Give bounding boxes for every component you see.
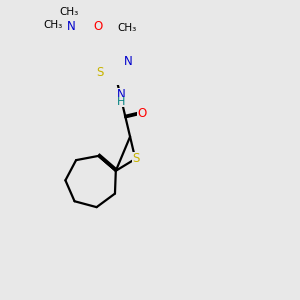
Text: O: O xyxy=(137,107,147,120)
Text: S: S xyxy=(132,152,140,165)
Text: CH₃: CH₃ xyxy=(118,22,137,33)
Text: S: S xyxy=(96,66,103,79)
Text: CH₃: CH₃ xyxy=(59,8,79,17)
Text: H: H xyxy=(117,97,125,106)
Text: N: N xyxy=(67,20,76,33)
Text: N: N xyxy=(116,88,125,101)
Text: N: N xyxy=(124,55,133,68)
Text: O: O xyxy=(93,20,103,33)
Text: CH₃: CH₃ xyxy=(44,20,63,30)
